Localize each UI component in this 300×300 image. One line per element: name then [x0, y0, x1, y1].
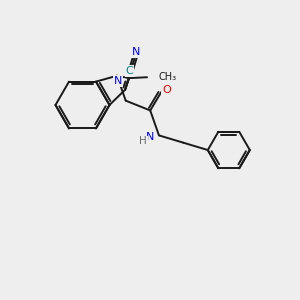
- Text: H: H: [140, 136, 147, 146]
- Text: CH₃: CH₃: [158, 72, 176, 82]
- Text: N: N: [146, 132, 155, 142]
- Text: C: C: [126, 66, 134, 76]
- Text: N: N: [132, 47, 140, 57]
- Text: O: O: [162, 85, 171, 95]
- Text: N: N: [114, 76, 122, 86]
